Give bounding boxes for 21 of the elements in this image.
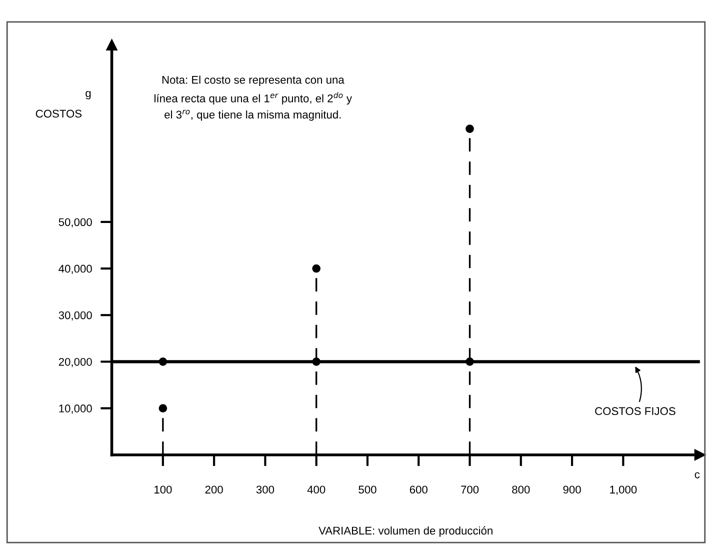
text: c (694, 472, 700, 478)
y-tick-label: 20,000 (58, 358, 92, 368)
y-tick-label: 30,000 (58, 311, 92, 321)
x-tick-label: 1,000 (610, 486, 637, 495)
text: Nota: El costo se representa con una línea recta que una el 1$^{er}$ punto, el 2$^{do}$ y el 3$^{ro}$, que tiene la misma magnitud. (154, 76, 352, 121)
x-tick-label: 200 (205, 486, 223, 494)
y-tick-label: 10,000 (59, 404, 92, 414)
x-tick-label: 700 (461, 486, 479, 494)
x-tick-label: 400 (307, 486, 326, 494)
x-axis-title: VARIABLE: volumen de producción (318, 526, 492, 537)
x-tick-label: 100 (154, 486, 172, 494)
x-tick-label: 300 (256, 486, 274, 494)
x-tick-label: 500 (358, 486, 376, 494)
y-tick-label: 50,000 (58, 218, 92, 228)
x-tick-label: 600 (410, 486, 428, 494)
x-tick-label: 800 (512, 486, 530, 494)
ref-line-label: COSTOS FIJOS (595, 407, 676, 416)
text: g (86, 91, 91, 100)
y-axis-title: COSTOS (36, 110, 82, 118)
x-tick-label: 900 (563, 486, 581, 494)
y-tick-label: 40,000 (58, 264, 92, 274)
